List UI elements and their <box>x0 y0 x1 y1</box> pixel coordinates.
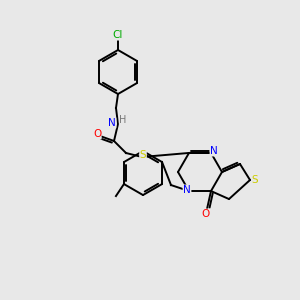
Text: O: O <box>202 209 210 219</box>
Text: S: S <box>140 150 146 160</box>
Text: O: O <box>93 129 101 139</box>
Text: N: N <box>210 146 218 156</box>
Text: S: S <box>252 175 258 185</box>
Text: N: N <box>183 185 191 195</box>
Text: H: H <box>119 115 127 125</box>
Text: Cl: Cl <box>113 30 123 40</box>
Text: N: N <box>108 118 116 128</box>
